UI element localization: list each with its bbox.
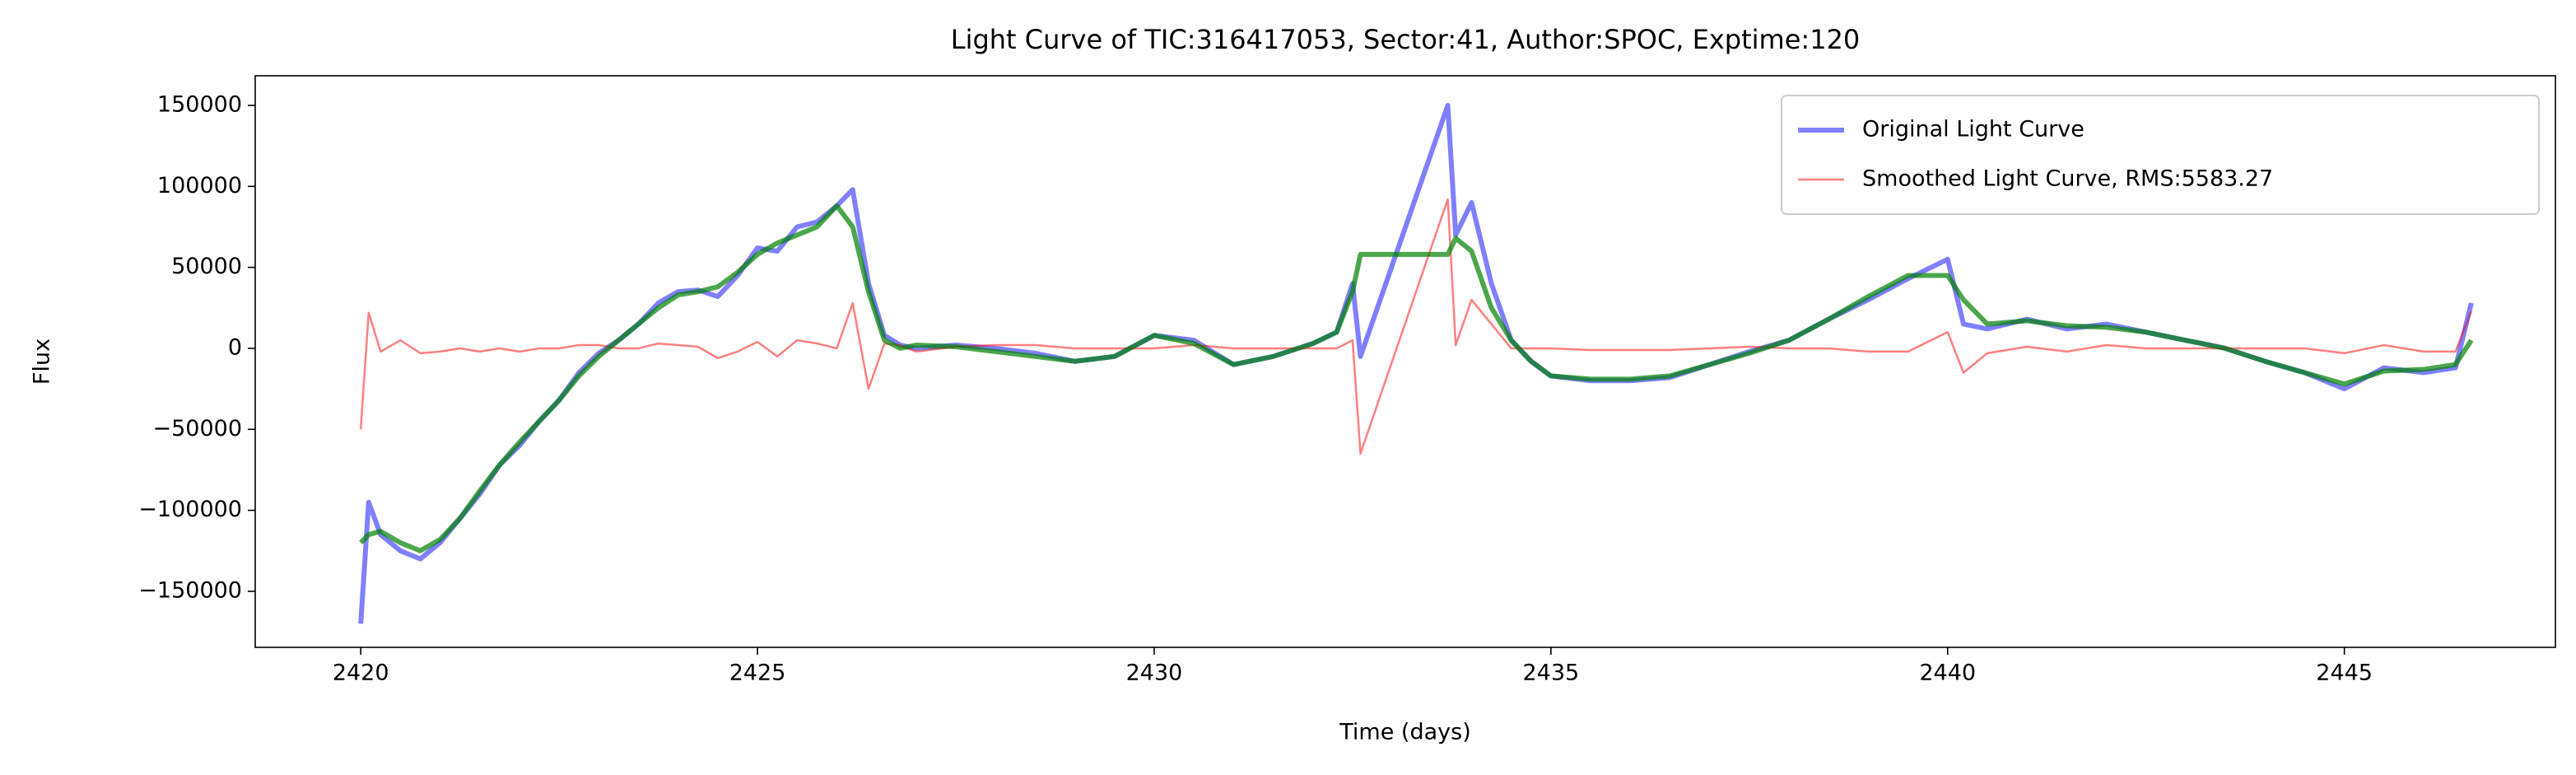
- y-tick-label: 50000: [171, 254, 242, 279]
- legend-label: Original Light Curve: [1862, 117, 2085, 142]
- y-tick-label: 150000: [157, 91, 242, 117]
- x-tick-label: 2440: [1919, 661, 1976, 686]
- y-tick-label: 0: [228, 334, 242, 360]
- x-tick-label: 2435: [1522, 661, 1579, 686]
- data-line: [359, 203, 2474, 553]
- y-axis-label: Flux: [30, 338, 55, 385]
- chart-title: Light Curve of TIC:316417053, Sector:41,…: [951, 24, 1861, 55]
- data-line: [359, 198, 2473, 455]
- y-tick-label: 100000: [157, 173, 242, 198]
- x-tick-label: 2445: [2316, 661, 2373, 686]
- x-tick-label: 2430: [1126, 661, 1183, 686]
- y-tick-label: −100000: [138, 497, 242, 522]
- y-tick-label: −50000: [152, 416, 242, 441]
- legend-box: [1781, 95, 2540, 215]
- x-tick-label: 2425: [729, 661, 786, 686]
- x-axis-label: Time (days): [1339, 720, 1470, 745]
- y-tick-label: −150000: [138, 577, 242, 603]
- legend-label: Smoothed Light Curve, RMS:5583.27: [1862, 166, 2273, 192]
- x-tick-label: 2420: [333, 661, 389, 686]
- plot-frame: [254, 75, 2556, 648]
